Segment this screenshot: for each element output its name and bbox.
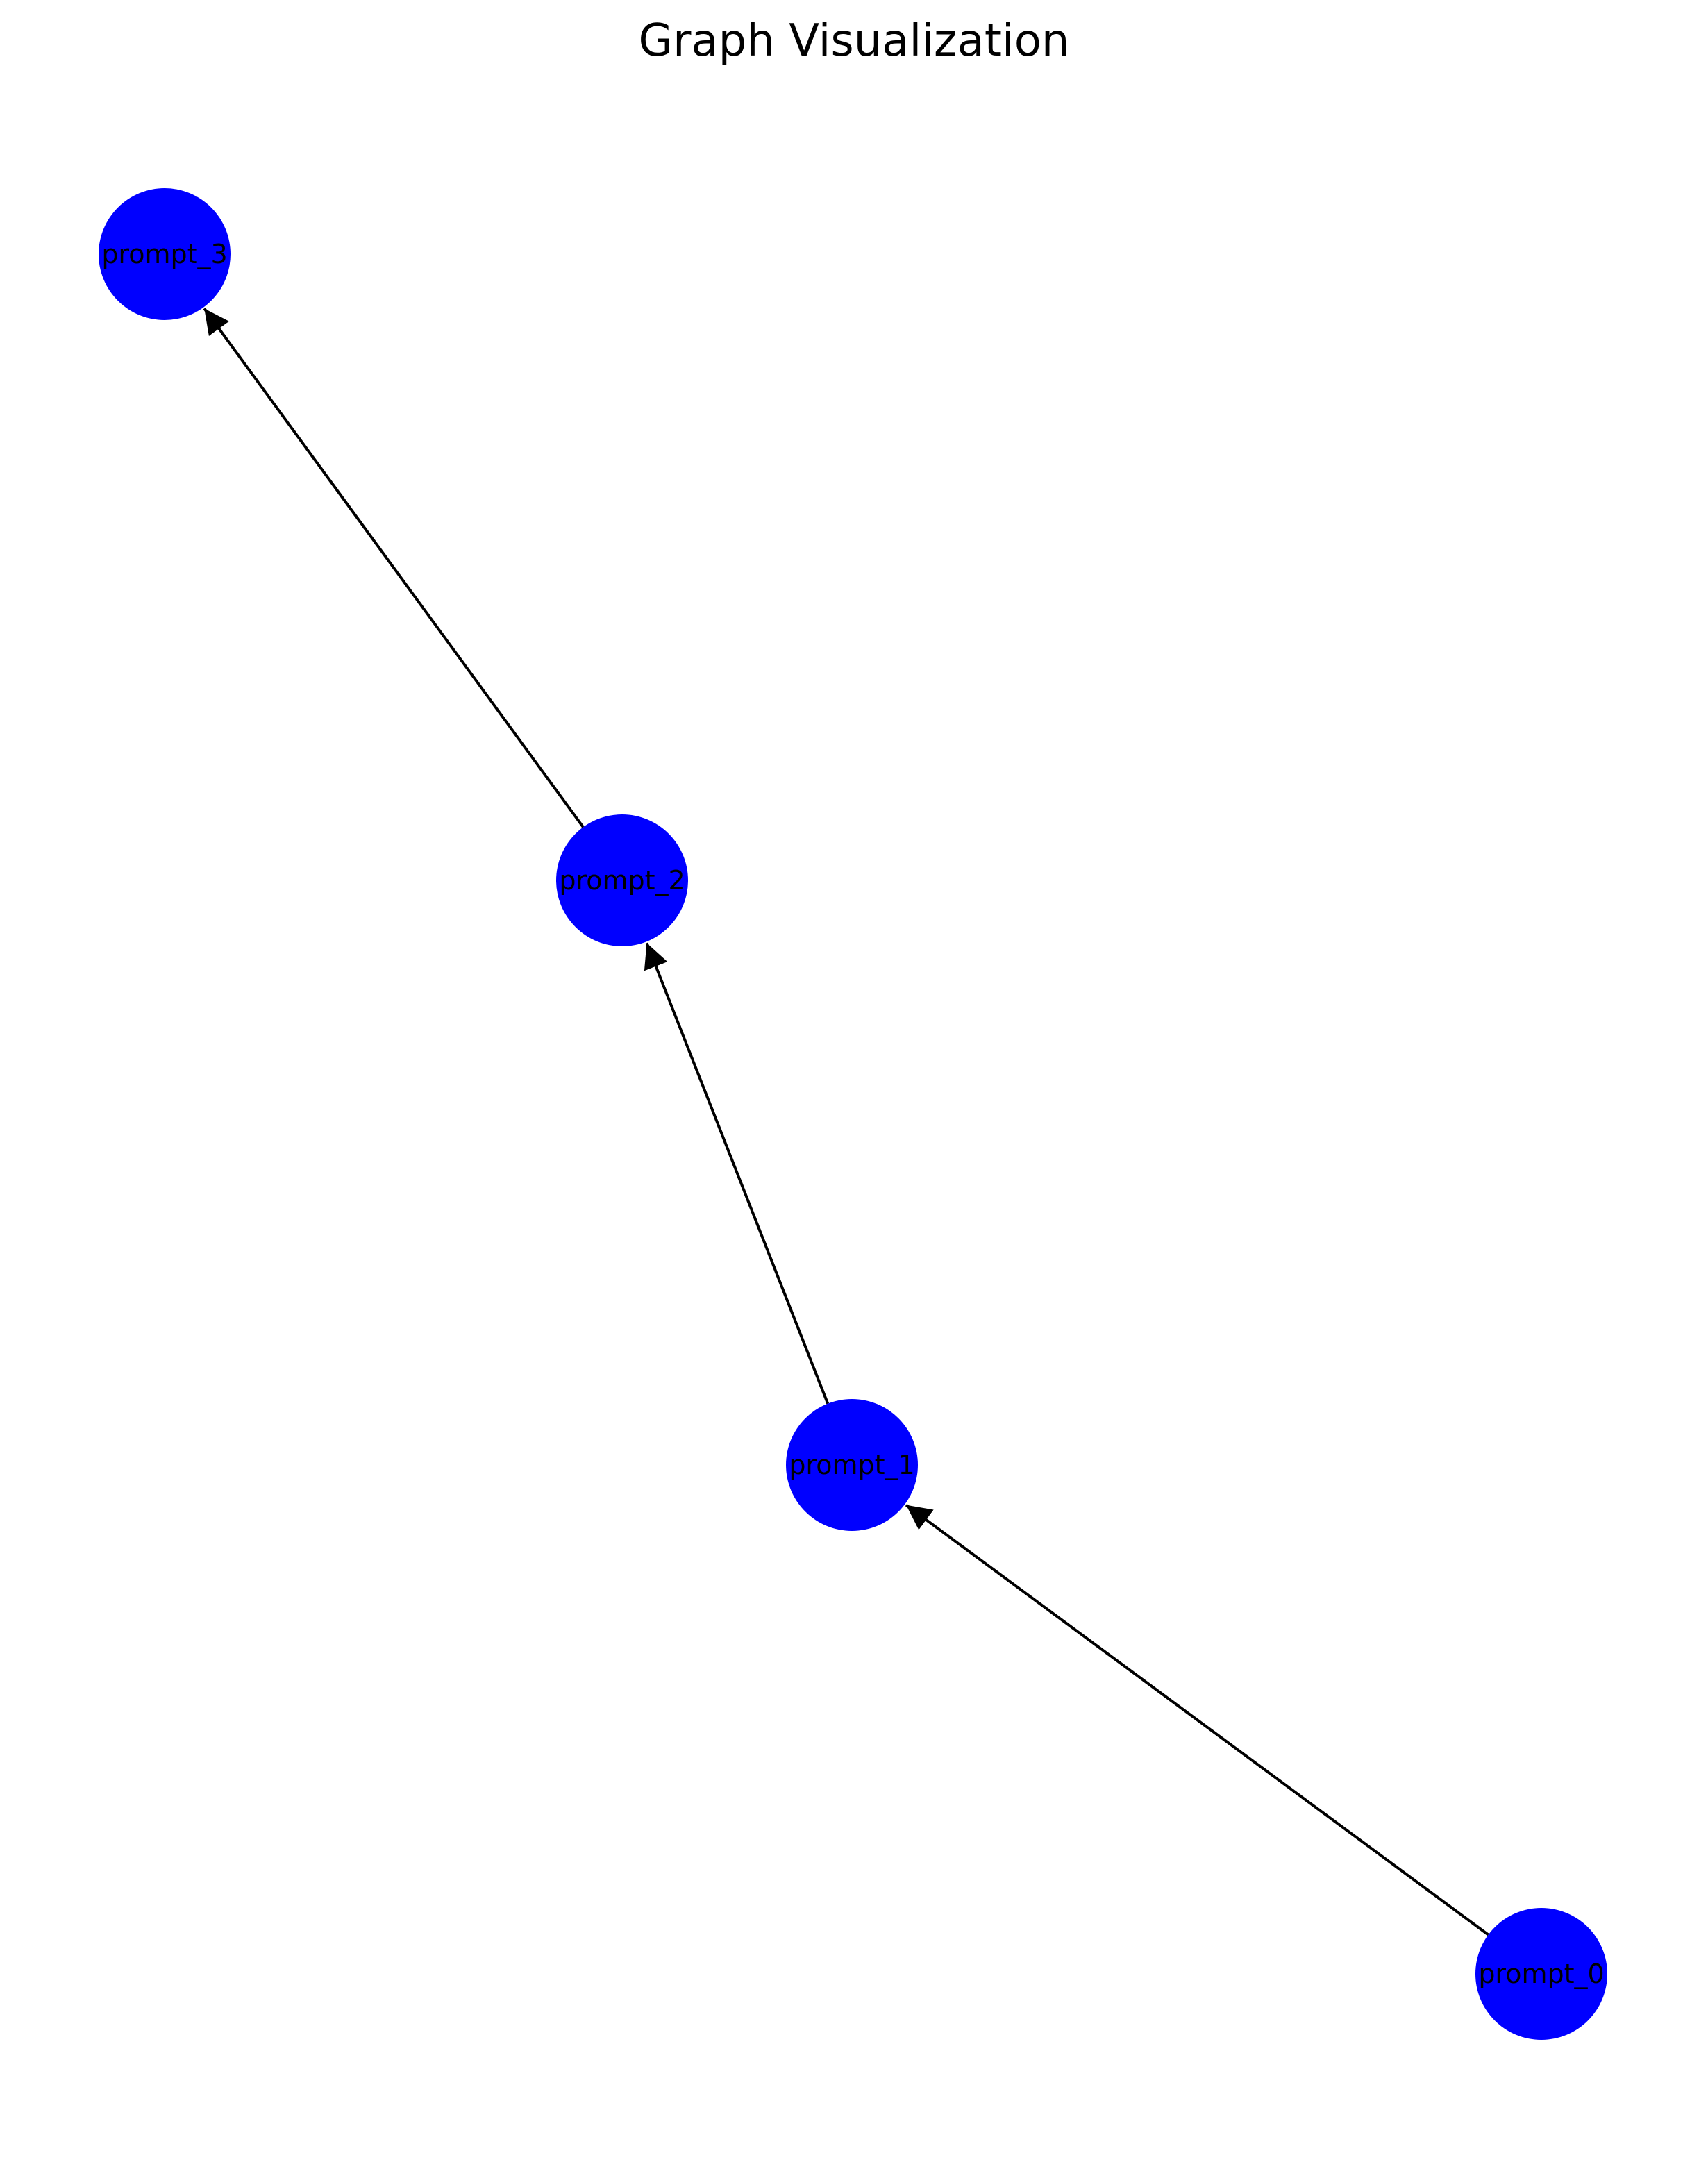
edge-prompt_0-to-prompt_1 xyxy=(905,1503,1489,1936)
node-circle-prompt_0 xyxy=(1475,1908,1607,2040)
node-circle-prompt_1 xyxy=(786,1399,918,1531)
node-label-prompt_0: prompt_0 xyxy=(1478,1959,1604,1989)
edge-prompt_2-to-prompt_3 xyxy=(203,308,585,828)
edge-prompt_1-to-prompt_2 xyxy=(644,942,830,1405)
node-label-prompt_3: prompt_3 xyxy=(101,239,227,269)
nodes-layer: prompt_0 prompt_1 prompt_2 prompt_3 xyxy=(99,188,1607,2040)
node-label-prompt_1: prompt_1 xyxy=(789,1450,914,1480)
edges-layer xyxy=(203,308,1489,1936)
node-prompt_3: prompt_3 xyxy=(99,188,231,320)
node-label-prompt_2: prompt_2 xyxy=(559,865,685,896)
node-circle-prompt_2 xyxy=(556,814,688,946)
graph-title: Graph Visualization xyxy=(639,15,1070,67)
node-prompt_0: prompt_0 xyxy=(1475,1908,1607,2040)
node-circle-prompt_3 xyxy=(99,188,231,320)
node-prompt_2: prompt_2 xyxy=(556,814,688,946)
node-prompt_1: prompt_1 xyxy=(786,1399,918,1531)
